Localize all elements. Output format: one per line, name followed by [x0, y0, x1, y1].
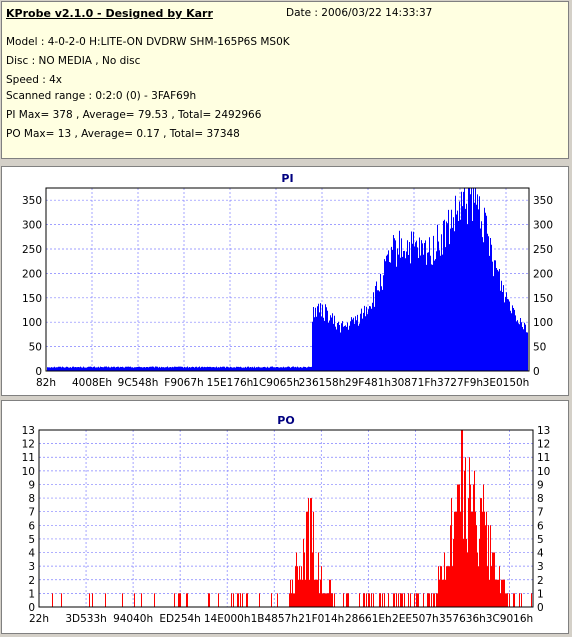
y-tick-label-left: 100 — [22, 317, 42, 329]
x-tick-label: F9067h — [164, 377, 203, 389]
x-tick-label: 14E000h — [204, 613, 251, 625]
y-tick-label-left: 50 — [29, 342, 42, 354]
y-tick-label-left: 350 — [22, 195, 42, 207]
app-title: KProbe v2.1.0 - Designed by Karr — [6, 7, 213, 20]
y-tick-label-right: 11 — [537, 452, 550, 464]
x-tick-label: 236158h — [299, 377, 346, 389]
x-tick-label: 22h — [29, 613, 49, 625]
y-tick-label-right: 2 — [537, 575, 544, 587]
po-chart-panel: 0 0 1 1 2 2 3 3 4 4 5 5 6 6 7 7 8 8 9 9 10 10 11 11 12 12 13 13 22h 3… — [1, 400, 569, 634]
y-tick-label-right: 250 — [533, 244, 553, 256]
y-tick-label-left: 13 — [22, 425, 35, 437]
y-tick-label-right: 3 — [537, 561, 544, 573]
y-tick-label-right: 6 — [537, 520, 544, 532]
y-tick-label-left: 2 — [28, 575, 35, 587]
y-tick-label-right: 4 — [537, 548, 544, 560]
x-tick-label: 3727F9h — [437, 377, 483, 389]
x-tick-label: 15E176h — [207, 377, 254, 389]
x-tick-label: ED254h — [159, 613, 200, 625]
y-tick-label-left: 150 — [22, 293, 42, 305]
x-tick-label: 21F014h — [298, 613, 344, 625]
plot-frame — [38, 429, 534, 608]
y-tick-label-left: 6 — [28, 520, 35, 532]
x-tick-label: 9C548h — [118, 377, 159, 389]
x-tick-label: 29F481h — [345, 377, 391, 389]
y-tick-label-right: 5 — [537, 534, 544, 546]
y-tick-label-left: 10 — [22, 466, 35, 478]
y-tick-label-left: 4 — [28, 548, 35, 560]
y-tick-label-left: 7 — [28, 507, 35, 519]
info-po-summary: PO Max= 13 , Average= 0.17 , Total= 3734… — [6, 128, 240, 140]
x-tick-label: 30871Fh — [391, 377, 437, 389]
pi-chart: 0 0 50 50 100 100 150 150 200 200 250 250 300 300 350 3… — [22, 172, 553, 389]
x-tick-label: 357636h — [439, 613, 486, 625]
x-tick-label: 3C9016h — [486, 613, 533, 625]
y-tick-label-right: 300 — [533, 220, 553, 232]
bars — [52, 430, 532, 607]
x-tick-label: 82h — [36, 377, 56, 389]
y-tick-label-left: 0 — [35, 366, 42, 378]
y-tick-label-right: 350 — [533, 195, 553, 207]
y-tick-label-left: 300 — [22, 220, 42, 232]
x-tick-label: 1C9065h — [252, 377, 299, 389]
y-tick-label-left: 1 — [28, 588, 35, 600]
x-tick-label: 2EE507h — [392, 613, 439, 625]
info-pi-summary: PI Max= 378 , Average= 79.53 , Total= 24… — [6, 109, 262, 121]
x-tick-label: 94040h — [113, 613, 153, 625]
y-tick-label-right: 0 — [537, 602, 544, 614]
y-tick-label-left: 3 — [28, 561, 35, 573]
y-tick-label-right: 7 — [537, 507, 544, 519]
y-tick-label-right: 150 — [533, 293, 553, 305]
info-model: Model : 4-0-2-0 H:LITE-ON DVDRW SHM-165P… — [6, 36, 290, 48]
x-tick-label: 4008Eh — [72, 377, 112, 389]
chart-title: PI — [281, 172, 293, 185]
plot-frame — [45, 187, 530, 372]
y-tick-label-left: 9 — [28, 479, 35, 491]
y-tick-label-left: 250 — [22, 244, 42, 256]
y-tick-label-right: 12 — [537, 439, 550, 451]
info-speed: Speed : 4x — [6, 74, 63, 86]
y-tick-label-right: 1 — [537, 588, 544, 600]
y-tick-label-right: 0 — [533, 366, 540, 378]
info-disc: Disc : NO MEDIA , No disc — [6, 55, 141, 67]
y-tick-label-left: 12 — [22, 439, 35, 451]
pi-chart-panel: 0 0 50 50 100 100 150 150 200 200 250 250 300 300 350 3… — [1, 166, 569, 396]
y-tick-label-left: 8 — [28, 493, 35, 505]
x-tick-label: 1B4857h — [251, 613, 298, 625]
info-range: Scanned range : 0:2:0 (0) - 3FAF69h — [6, 90, 197, 102]
y-tick-label-left: 11 — [22, 452, 35, 464]
y-tick-label-left: 0 — [28, 602, 35, 614]
scan-date: Date : 2006/03/22 14:33:37 — [286, 7, 433, 19]
y-tick-label-right: 100 — [533, 317, 553, 329]
x-tick-label: 3E0150h — [483, 377, 530, 389]
y-tick-label-right: 13 — [537, 425, 550, 437]
y-tick-label-right: 9 — [537, 479, 544, 491]
y-tick-label-right: 10 — [537, 466, 550, 478]
chart-title: PO — [277, 414, 294, 427]
y-tick-label-left: 200 — [22, 268, 42, 280]
y-tick-label-right: 8 — [537, 493, 544, 505]
bars — [47, 188, 528, 371]
x-tick-label: 3D533h — [65, 613, 106, 625]
y-tick-label-right: 200 — [533, 268, 553, 280]
x-tick-label: 28661Eh — [345, 613, 392, 625]
y-tick-label-right: 50 — [533, 342, 546, 354]
info-panel: KProbe v2.1.0 - Designed by Karr Date : … — [1, 1, 569, 159]
y-tick-label-left: 5 — [28, 534, 35, 546]
